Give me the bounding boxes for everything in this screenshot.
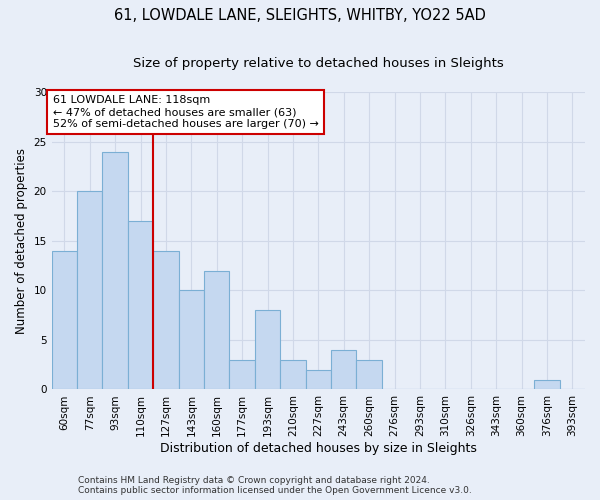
Bar	[356, 360, 382, 390]
Bar	[103, 152, 128, 390]
Bar	[153, 251, 179, 390]
Bar	[52, 251, 77, 390]
Bar	[204, 270, 229, 390]
Bar	[255, 310, 280, 390]
Bar	[331, 350, 356, 390]
Title: Size of property relative to detached houses in Sleights: Size of property relative to detached ho…	[133, 58, 504, 70]
Text: 61, LOWDALE LANE, SLEIGHTS, WHITBY, YO22 5AD: 61, LOWDALE LANE, SLEIGHTS, WHITBY, YO22…	[114, 8, 486, 22]
Bar	[229, 360, 255, 390]
Bar	[280, 360, 305, 390]
Y-axis label: Number of detached properties: Number of detached properties	[15, 148, 28, 334]
Text: Contains HM Land Registry data © Crown copyright and database right 2024.
Contai: Contains HM Land Registry data © Crown c…	[78, 476, 472, 495]
Bar	[179, 290, 204, 390]
Bar	[77, 192, 103, 390]
Bar	[305, 370, 331, 390]
X-axis label: Distribution of detached houses by size in Sleights: Distribution of detached houses by size …	[160, 442, 477, 455]
Text: 61 LOWDALE LANE: 118sqm
← 47% of detached houses are smaller (63)
52% of semi-de: 61 LOWDALE LANE: 118sqm ← 47% of detache…	[53, 96, 319, 128]
Bar	[534, 380, 560, 390]
Bar	[128, 221, 153, 390]
